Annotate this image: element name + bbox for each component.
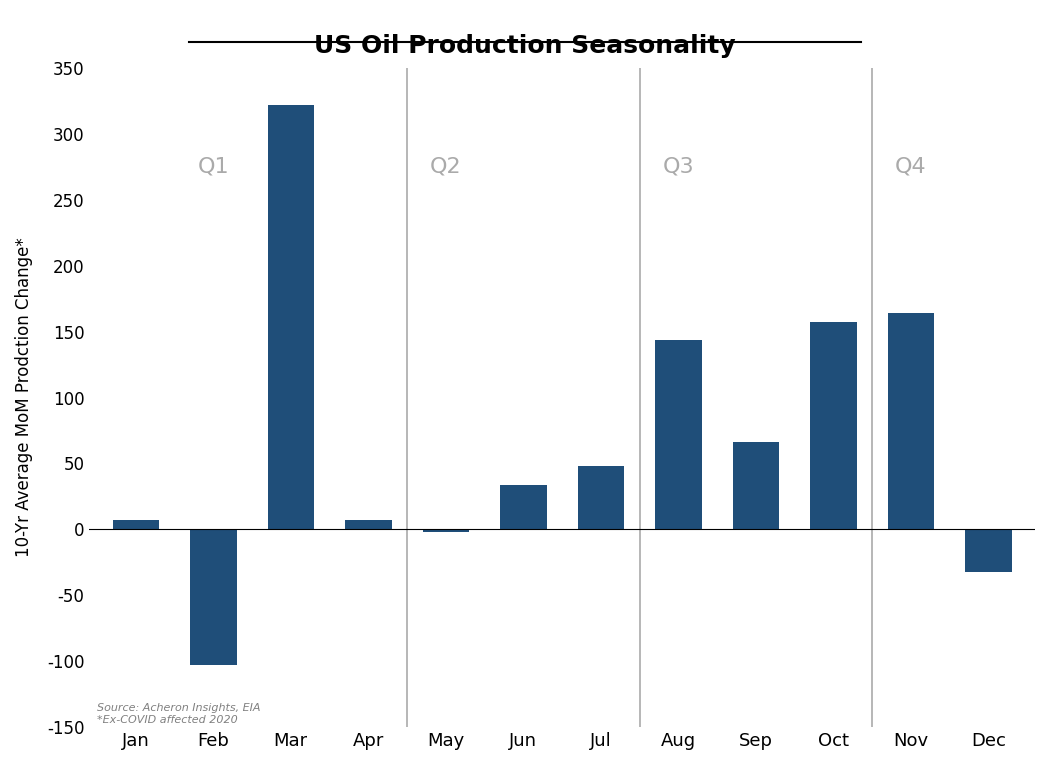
Bar bbox=[733, 442, 779, 529]
Bar bbox=[422, 529, 469, 532]
Text: Q1: Q1 bbox=[197, 157, 229, 177]
Bar bbox=[268, 105, 314, 529]
Bar bbox=[655, 340, 701, 529]
Bar bbox=[500, 484, 547, 529]
Bar bbox=[578, 466, 624, 529]
Text: US Oil Production Seasonality: US Oil Production Seasonality bbox=[314, 34, 736, 58]
Bar bbox=[887, 313, 934, 529]
Text: Q4: Q4 bbox=[896, 157, 927, 177]
Text: Q3: Q3 bbox=[663, 157, 694, 177]
Text: Source: Acheron Insights, EIA
*Ex-COVID affected 2020: Source: Acheron Insights, EIA *Ex-COVID … bbox=[97, 703, 260, 725]
Bar bbox=[112, 520, 159, 529]
Bar bbox=[811, 322, 857, 529]
Text: Q2: Q2 bbox=[430, 157, 462, 177]
Bar bbox=[965, 529, 1012, 571]
Bar bbox=[190, 529, 236, 666]
Y-axis label: 10-Yr Average MoM Prodction Change*: 10-Yr Average MoM Prodction Change* bbox=[15, 238, 33, 558]
Bar bbox=[345, 520, 392, 529]
